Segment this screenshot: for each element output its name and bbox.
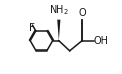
Text: O: O	[78, 8, 86, 18]
Text: F: F	[29, 23, 35, 33]
Polygon shape	[57, 20, 60, 41]
Text: OH: OH	[94, 36, 109, 46]
Text: NH$_2$: NH$_2$	[49, 3, 69, 17]
